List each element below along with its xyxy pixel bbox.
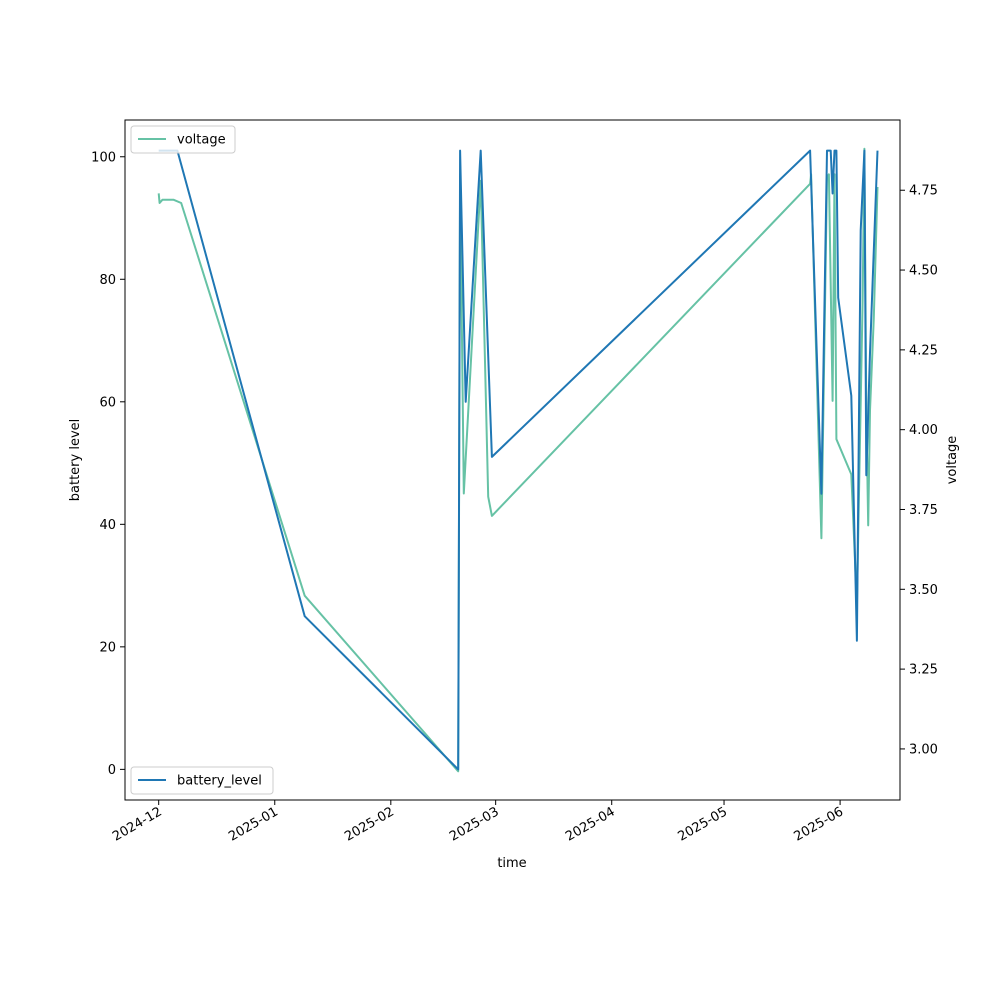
plot-background (125, 120, 900, 800)
y-right-tick-label: 3.75 (909, 503, 938, 518)
legend-voltage-label: voltage (177, 133, 226, 148)
y-right-tick-label: 3.25 (909, 663, 938, 678)
y-right-tick-label: 4.25 (909, 343, 938, 358)
y-axis-left-title: battery level (68, 419, 83, 502)
y-right-tick-label: 4.75 (909, 184, 938, 199)
y-left-tick-label: 40 (99, 518, 116, 533)
plot-area (124, 119, 901, 801)
x-axis-title: time (497, 856, 526, 871)
legend-voltage-frame (130, 125, 236, 154)
y-axis-right: 3.00 3.25 3.50 3.75 4.00 4.25 4.50 4.75 (900, 184, 938, 757)
y-right-tick-label: 4.00 (909, 423, 938, 438)
plot-frame (124, 119, 901, 801)
y-right-tick-label: 3.50 (909, 583, 938, 598)
y-left-tick-label: 20 (99, 640, 116, 655)
y-left-tick-label: 0 (108, 763, 116, 778)
y-axis-left: 0 20 40 60 80 100 (91, 150, 125, 778)
y-left-tick-label: 60 (99, 395, 116, 410)
legend-battery-level-label: battery_level (177, 774, 262, 789)
series-line-battery-level (158, 149, 879, 771)
y-right-tick-label: 4.50 (909, 264, 938, 279)
y-right-tick-label: 3.00 (909, 742, 938, 757)
y-axis-right-title: voltage (945, 436, 960, 485)
y-left-tick-label: 80 (99, 273, 116, 288)
series-layer (157, 147, 879, 773)
legend-battery-level-frame (130, 766, 274, 795)
legend-voltage: voltage (130, 125, 236, 154)
legend-battery-level: battery_level (130, 766, 274, 795)
y-left-tick-label: 100 (91, 150, 116, 165)
